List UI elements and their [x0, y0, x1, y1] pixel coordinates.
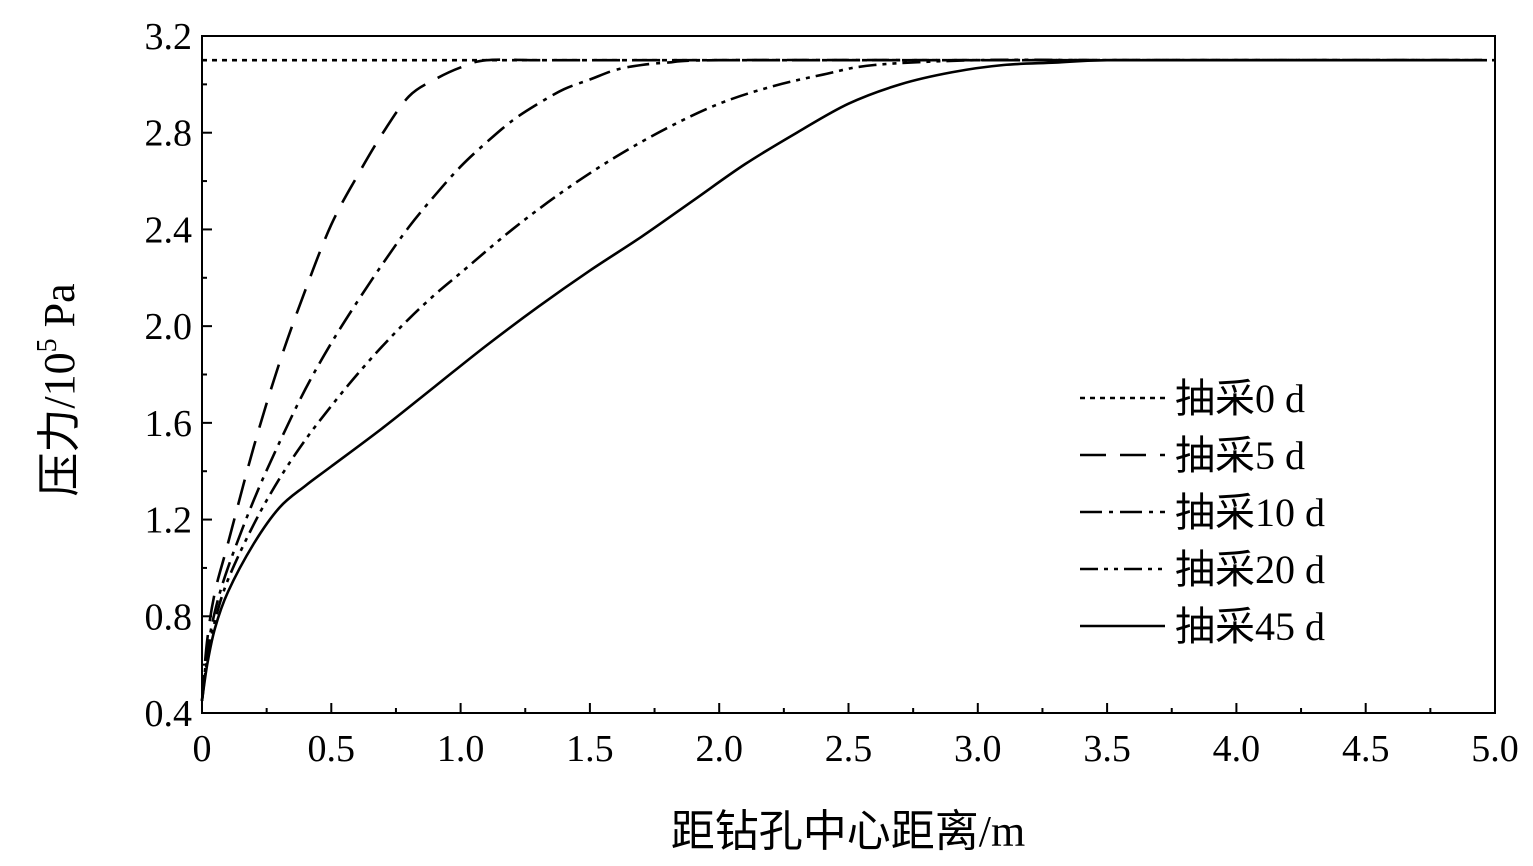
legend-label-4: 抽采45 d: [1175, 604, 1325, 649]
x-tick-label: 2.0: [695, 728, 743, 770]
x-tick-label: 0.5: [308, 728, 356, 770]
legend-label-1: 抽采5 d: [1175, 433, 1305, 478]
y-tick-label: 2.4: [145, 209, 193, 251]
x-tick-label: 4.0: [1213, 728, 1261, 770]
x-axis-title: 距钻孔中心距离/m: [671, 807, 1025, 856]
x-tick-label: 3.5: [1083, 728, 1131, 770]
x-tick-label: 1.5: [566, 728, 614, 770]
series-line-4: [200, 58, 1483, 702]
y-tick-label: 1.2: [145, 500, 193, 542]
y-tick-label: 0.8: [145, 596, 193, 638]
x-tick-label: 0: [193, 728, 212, 770]
y-tick-label: 0.4: [145, 693, 193, 735]
y-tick-label: 2.8: [145, 113, 193, 155]
y-tick-label: 2.0: [145, 306, 193, 348]
x-tick-label: 2.5: [825, 728, 873, 770]
y-tick-label: 1.6: [145, 403, 193, 445]
y-axis-ticks: 0.4 0.8 1.2 1.6 2.0 2.4 2.8 3.2: [145, 16, 212, 735]
x-tick-label: 1.0: [437, 728, 485, 770]
legend-label-3: 抽采20 d: [1175, 547, 1325, 592]
x-axis-ticks: 0 0.5 1.0 1.5 2.0 2.5 3.0 3.5 4.0 4.5 5.0: [193, 703, 1519, 770]
x-tick-label: 5.0: [1471, 728, 1519, 770]
x-tick-label: 3.0: [954, 728, 1002, 770]
y-axis-title-unit: Pa: [35, 283, 84, 338]
legend-label-0: 抽采0 d: [1175, 376, 1305, 421]
y-tick-label: 3.2: [145, 16, 193, 58]
y-axis-title-main: 压力/10: [35, 352, 84, 496]
series-line-2: [200, 58, 1483, 702]
legend-label-2: 抽采10 d: [1175, 490, 1325, 535]
plot-frame: [201, 35, 1496, 714]
series-layer: [200, 58, 1495, 702]
y-axis-title: 压力/105 Pa: [32, 283, 84, 496]
series-line-3: [200, 58, 1483, 702]
y-axis-title-exponent: 5: [32, 338, 63, 352]
legend: 抽采0 d 抽采5 d 抽采10 d 抽采20 d 抽采45 d: [1080, 376, 1325, 649]
x-tick-label: 4.5: [1342, 728, 1390, 770]
